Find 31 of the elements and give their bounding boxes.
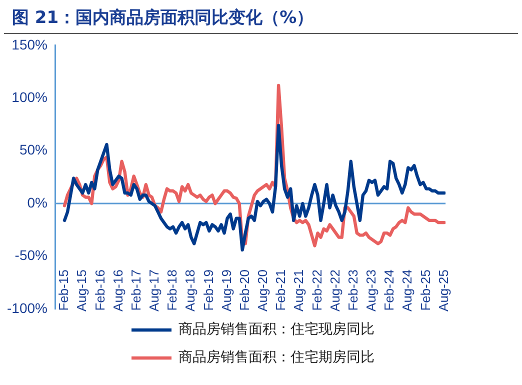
chart-title: 图 21：国内商品房面积同比变化（%） xyxy=(4,0,518,34)
x-tick-label: Feb-24 xyxy=(382,270,397,311)
x-tick-label: Feb-17 xyxy=(128,270,144,311)
x-tick-label: Aug-23 xyxy=(364,270,379,312)
y-tick-label: 0% xyxy=(27,194,48,210)
y-tick-label: -50% xyxy=(14,247,48,264)
x-tick-label: Feb-15 xyxy=(56,270,72,311)
x-tick-label: Aug-17 xyxy=(146,270,162,312)
x-tick-label: Feb-22 xyxy=(309,270,324,311)
legend-label: 商品房销售面积：住宅现房同比 xyxy=(178,322,374,338)
x-tick-label: Feb-23 xyxy=(345,270,360,311)
x-tick-label: Feb-16 xyxy=(92,270,108,311)
y-tick-label: 50% xyxy=(19,142,48,158)
x-tick-label: Feb-21 xyxy=(273,270,288,311)
x-tick-label: Aug-22 xyxy=(327,270,342,312)
x-tick-label: Aug-25 xyxy=(436,270,451,312)
x-tick-label: Feb-20 xyxy=(236,270,252,311)
x-tick-label: Aug-24 xyxy=(400,270,415,312)
y-tick-label: 150% xyxy=(12,36,48,52)
y-tick-label: -100% xyxy=(7,300,48,316)
x-tick-label: Feb-19 xyxy=(200,270,216,311)
x-tick-label: Aug-21 xyxy=(291,270,306,312)
x-tick-label: Aug-15 xyxy=(74,270,90,312)
x-tick-label: Feb-18 xyxy=(164,270,180,311)
y-tick-label: 100% xyxy=(12,88,48,105)
legend-label: 商品房销售面积：住宅期房同比 xyxy=(178,350,374,366)
x-tick-label: Aug-20 xyxy=(255,270,270,312)
x-tick-label: Feb-25 xyxy=(418,270,433,311)
x-tick-label: Aug-16 xyxy=(110,270,126,312)
x-tick-label: Aug-19 xyxy=(218,270,234,312)
x-tick-label: Aug-18 xyxy=(182,270,198,312)
